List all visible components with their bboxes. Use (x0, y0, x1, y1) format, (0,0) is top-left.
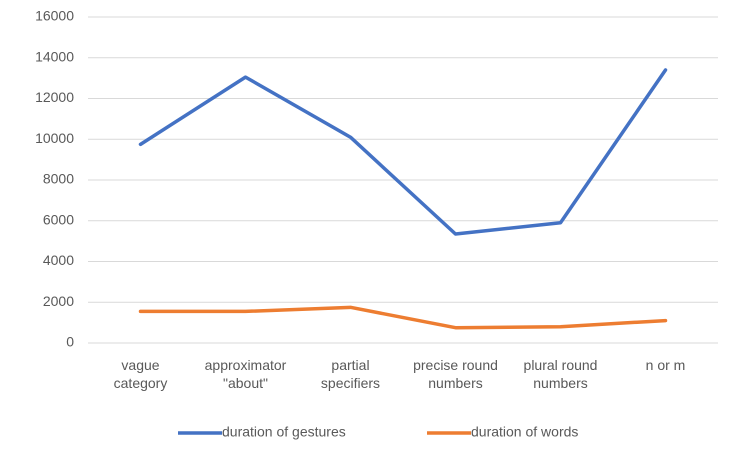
y-tick-label: 0 (66, 334, 74, 350)
y-tick-label: 16000 (35, 8, 74, 24)
y-tick-label: 12000 (35, 89, 74, 105)
y-tick-label: 10000 (35, 130, 74, 146)
x-tick-label: partial specifiers (320, 357, 381, 391)
y-tick-label: 4000 (43, 252, 74, 268)
x-tick-label: n or m (645, 357, 686, 373)
x-tick-label: plural round numbers (523, 357, 598, 391)
legend-label: duration of gestures (222, 424, 346, 440)
y-tick-label: 2000 (43, 293, 74, 309)
legend-label: duration of words (471, 424, 578, 440)
y-tick-label: 14000 (35, 48, 74, 64)
x-tick-label: precise round numbers (413, 357, 498, 391)
line-series (138, 305, 668, 330)
x-tick-label: approximator "about" (204, 357, 287, 391)
line-series (138, 68, 668, 236)
y-tick-label: 8000 (43, 171, 74, 187)
y-tick-label: 6000 (43, 211, 74, 227)
x-tick-label: vague category (113, 357, 168, 391)
